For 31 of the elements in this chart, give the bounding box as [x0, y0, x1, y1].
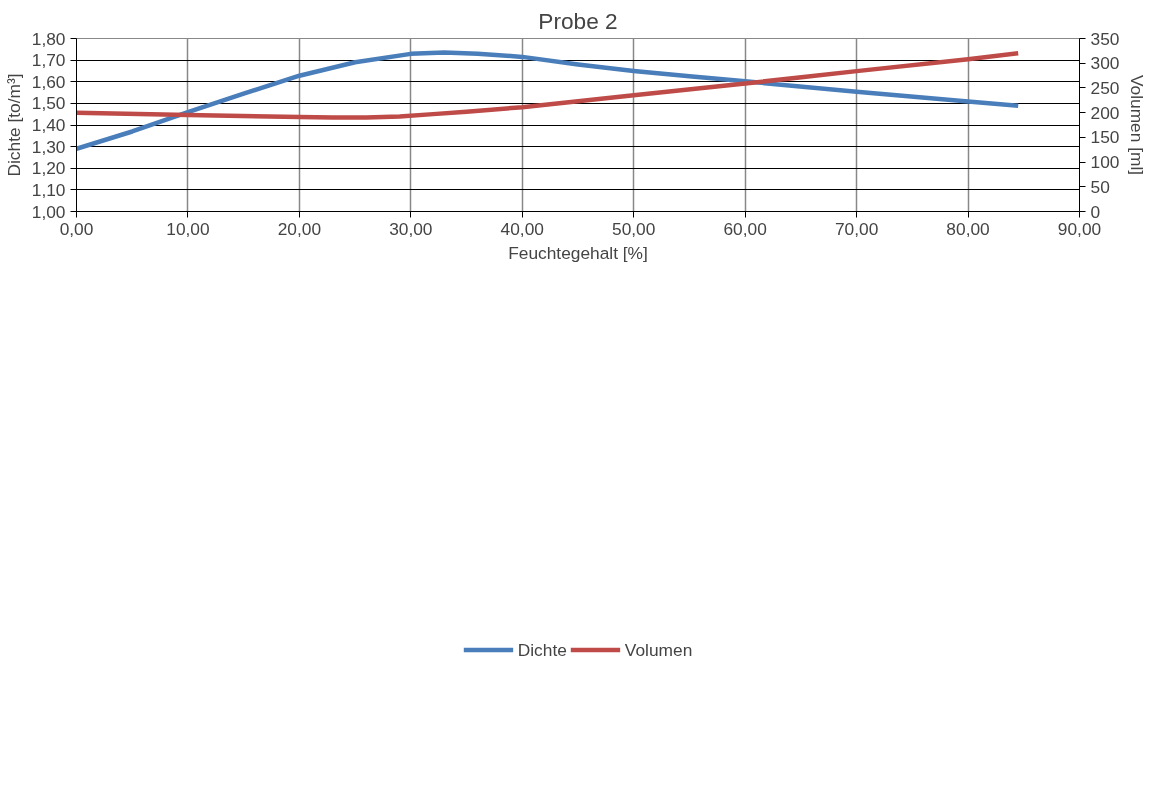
chart-title: Probe 2 [538, 7, 618, 34]
y2-tick-label: 350 [1090, 28, 1120, 49]
y-tick-label: 1,80 [31, 28, 66, 49]
x-axis-title: Feuchtegehalt [%] [508, 242, 648, 263]
y-axis-title: Dichte [to/m³] [3, 73, 24, 177]
x-tick-label: 10,00 [166, 218, 210, 239]
y-tick-label: 1,60 [31, 71, 66, 92]
y-tick-label: 1,10 [31, 179, 66, 200]
y-tick-label: 1,20 [31, 158, 66, 179]
line-series [76, 51, 1021, 120]
x-tick-label: 20,00 [277, 218, 322, 239]
y-tick-label: 1,70 [31, 50, 66, 71]
legend-label: Dichte [517, 639, 567, 661]
x-tick-label: 40,00 [500, 218, 544, 239]
x-tick-label: 80,00 [946, 218, 990, 239]
y2-tick-label: 200 [1090, 102, 1120, 123]
x-tick-label: 70,00 [834, 218, 879, 239]
x-tick-label: 50,00 [612, 218, 656, 239]
legend-label: Volumen [624, 639, 693, 661]
y2-tick-label: 250 [1090, 77, 1120, 98]
y2-tick-label: 150 [1090, 127, 1120, 148]
y-tick-label: 1,50 [31, 93, 66, 114]
y2-tick-label: 300 [1090, 53, 1120, 74]
line-series [76, 50, 1021, 152]
y2-tick-label: 50 [1090, 176, 1110, 197]
x-tick-label: 60,00 [723, 218, 767, 239]
y2-tick-label: 100 [1090, 152, 1120, 173]
x-tick-label: 30,00 [389, 218, 433, 239]
y2-axis-title: Volumen [ml] [1127, 74, 1148, 176]
y-tick-label: 1,40 [31, 115, 66, 135]
y-tick-label: 1,30 [31, 136, 66, 157]
